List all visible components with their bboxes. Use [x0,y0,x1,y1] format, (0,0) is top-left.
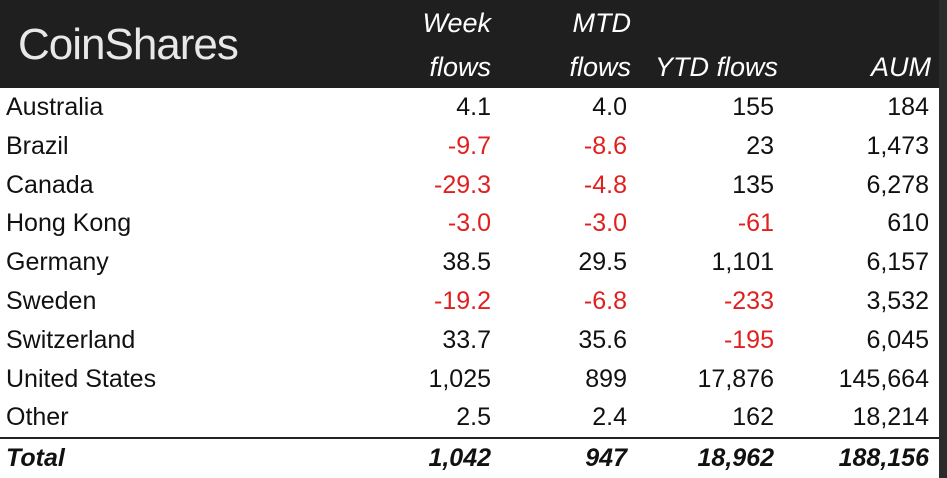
cell-mtd: 2.4 [592,403,627,432]
cell-ytd: 135 [732,170,774,199]
cell-mtd: 35.6 [578,325,627,354]
total-mtd: 947 [585,444,627,472]
cell-mtd: -8.6 [583,131,627,160]
cell-mtd: 4.0 [592,93,627,121]
cell-ytd: -195 [723,325,774,354]
cell-aum: 145,664 [838,364,929,393]
table-row: Other 2.5 2.4 162 18,214 [0,398,939,437]
table-row: Australia 4.1 4.0 155 184 [0,88,939,127]
total-ytd: 18,962 [697,444,774,472]
cell-week: -9.7 [447,131,491,160]
cell-ytd: -233 [723,287,774,315]
cell-mtd: -3.0 [583,209,627,238]
total-row: Total 1,042 947 18,962 188,156 [0,439,939,478]
cell-name: Hong Kong [6,209,132,238]
cell-week: -3.0 [447,209,491,238]
cell-week: 2.5 [456,403,491,432]
total-label: Total [6,444,65,472]
cell-name: Sweden [6,287,97,315]
cell-name: Switzerland [6,325,136,354]
table-row: Sweden -19.2 -6.8 -233 3,532 [0,282,939,321]
table-row: Germany 38.5 29.5 1,101 6,157 [0,243,939,282]
table-row: Switzerland 33.7 35.6 -195 6,045 [0,321,939,360]
cell-mtd: -6.8 [583,287,627,315]
table-row: Brazil -9.7 -8.6 23 1,473 [0,127,939,166]
cell-mtd: 29.5 [578,248,627,277]
cell-week: 4.1 [456,93,491,121]
total-week: 1,042 [428,444,491,472]
table-row: Canada -29.3 -4.8 135 6,278 [0,166,939,205]
cell-week: 33.7 [442,325,491,354]
total-divider [0,437,939,439]
cell-name: Canada [6,170,94,199]
total-aum: 188,156 [838,444,929,472]
cell-name: Australia [6,93,104,121]
cell-week: -19.2 [434,287,491,315]
cell-week: 38.5 [442,248,491,277]
header-mtd-line2: flows [569,52,631,82]
table-row: Hong Kong -3.0 -3.0 -61 610 [0,204,939,243]
cell-ytd: 23 [746,131,774,160]
cell-name: United States [6,364,157,393]
cell-aum: 1,473 [866,131,929,160]
header-mtd-line1: MTD [572,8,631,38]
cell-ytd: 1,101 [711,248,774,277]
cell-mtd: -4.8 [583,170,627,199]
header-week-line1: Week [422,8,491,38]
cell-ytd: 162 [732,403,774,432]
table-row: United States 1,025 899 17,876 145,664 [0,360,939,399]
cell-week: -29.3 [434,170,491,199]
cell-week: 1,025 [428,364,491,393]
cell-aum: 6,157 [866,248,929,277]
cell-name: Other [6,403,69,432]
cell-aum: 3,532 [866,287,929,315]
cell-aum: 18,214 [852,403,929,432]
header-aum: AUM [871,52,931,82]
cell-aum: 184 [887,93,929,121]
cell-aum: 6,278 [866,170,929,199]
header-week-line2: flows [429,52,491,82]
cell-aum: 6,045 [866,325,929,354]
header-ytd: YTD flows [654,52,778,82]
table-header: CoinShares Week flows MTD flows YTD flow… [0,0,939,88]
cell-name: Brazil [6,131,69,160]
cell-ytd: 155 [732,93,774,121]
coinshares-logo: CoinShares [18,20,239,69]
cell-mtd: 899 [585,364,627,393]
cell-ytd: -61 [737,209,774,238]
cell-ytd: 17,876 [697,364,774,393]
cell-aum: 610 [887,209,929,238]
cell-name: Germany [6,248,109,277]
